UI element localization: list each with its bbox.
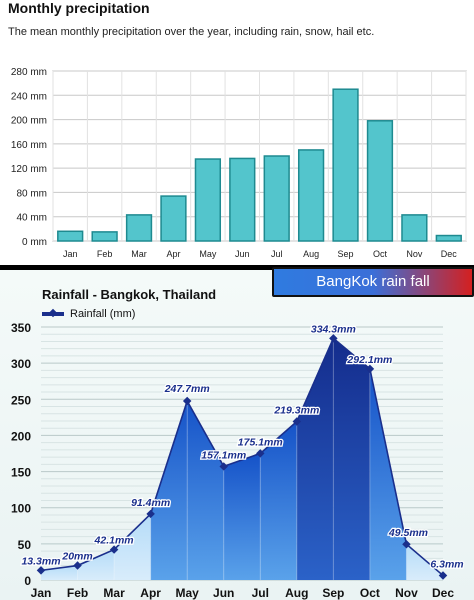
- y-tick-label: 0 mm: [22, 237, 47, 248]
- x-tick-label: Nov: [406, 249, 423, 259]
- area-segment: [114, 513, 151, 580]
- series-line: [40, 337, 444, 577]
- y-tick-label: 160 mm: [11, 140, 47, 151]
- x-tick-label: Feb: [67, 586, 88, 600]
- data-label: 20mm: [61, 551, 92, 563]
- y-tick-label: 100: [11, 502, 31, 516]
- data-label: 175.1mm: [238, 436, 283, 448]
- x-tick-label: Jul: [271, 249, 283, 259]
- x-tick-label: Oct: [373, 249, 388, 259]
- bar: [297, 149, 325, 242]
- x-tick-label: May: [199, 249, 217, 259]
- bar: [57, 230, 84, 242]
- y-tick-label: 240 mm: [11, 91, 47, 102]
- x-tick-label: Sep: [338, 249, 354, 259]
- bar: [332, 88, 359, 242]
- y-tick-label: 50: [18, 538, 32, 552]
- chart-legend: Rainfall (mm): [42, 307, 135, 321]
- data-point: [402, 539, 411, 549]
- data-point: [256, 449, 265, 458]
- data-label: 91.4mm: [131, 497, 170, 509]
- x-tick-label: Jun: [213, 586, 234, 600]
- x-tick-label: Oct: [360, 586, 380, 600]
- area-segment: [296, 338, 334, 580]
- area-segment: [41, 565, 78, 580]
- chart-title: Monthly precipitation: [8, 0, 150, 16]
- y-tick-label: 350: [11, 321, 31, 335]
- data-label: 49.5mm: [388, 527, 428, 539]
- x-tick-label: Jan: [31, 586, 52, 600]
- bar: [125, 214, 153, 242]
- legend-swatch: [42, 312, 64, 316]
- y-tick-label: 300: [11, 357, 31, 371]
- x-tick-label: Dec: [432, 586, 454, 600]
- data-point: [219, 462, 228, 471]
- y-tick-label: 80 mm: [16, 188, 47, 199]
- area-segment: [150, 400, 188, 580]
- bar: [194, 158, 222, 242]
- x-tick-label: Aug: [303, 249, 319, 259]
- data-label: 334.3mm: [311, 323, 356, 335]
- x-tick-label: Apr: [140, 586, 161, 600]
- data-point: [292, 417, 302, 426]
- x-tick-label: May: [176, 586, 200, 600]
- area-segment: [369, 368, 407, 580]
- legend-label: Rainfall (mm): [70, 308, 136, 320]
- y-tick-label: 0: [24, 574, 31, 588]
- bar: [435, 234, 462, 242]
- precipitation-bar-chart: 0 mm 40 mm 80 mm 120 mm 160 mm 200 mm 240 mm 28…: [11, 67, 467, 259]
- x-tick-label: Jan: [63, 249, 78, 259]
- data-label: 219.3mm: [273, 404, 319, 416]
- data-label: 247.7mm: [164, 383, 210, 395]
- bar: [366, 120, 394, 242]
- x-tick-label: Aug: [285, 586, 308, 600]
- x-tick-label: Mar: [103, 586, 125, 600]
- x-tick-label: Jun: [235, 249, 250, 259]
- data-point: [438, 571, 448, 580]
- rainfall-chart-title: Rainfall - Bangkok, Thailand: [42, 287, 217, 302]
- data-point: [365, 364, 375, 374]
- x-tick-label: Mar: [131, 249, 147, 259]
- y-tick-label: 40 mm: [16, 213, 47, 224]
- banner-label: BangKok rain fall: [272, 267, 474, 297]
- data-label: 6.3mm: [430, 558, 463, 570]
- data-label: 42.1mm: [94, 535, 134, 547]
- bar: [91, 231, 118, 242]
- panel-divider: [0, 265, 474, 270]
- x-tick-label: Sep: [322, 586, 344, 600]
- bar: [263, 155, 290, 242]
- y-tick-label: 200 mm: [11, 116, 47, 127]
- data-label: 292.1mm: [346, 354, 392, 366]
- data-point: [329, 334, 338, 343]
- data-point: [182, 396, 192, 406]
- area-segment: [333, 338, 370, 580]
- y-tick-label: 150: [11, 466, 31, 480]
- bar: [160, 195, 187, 242]
- area-segment: [77, 549, 115, 580]
- area-segment: [260, 421, 297, 580]
- x-tick-label: Dec: [441, 249, 458, 259]
- x-tick-label: Jul: [252, 586, 269, 600]
- chart-subtitle: The mean monthly precipitation over the …: [8, 26, 375, 38]
- x-tick-label: Nov: [395, 586, 418, 600]
- bar: [229, 157, 256, 242]
- area-segment: [223, 453, 261, 580]
- y-tick-label: 280 mm: [11, 67, 47, 78]
- y-tick-label: 250: [11, 393, 31, 407]
- data-label: 13.3mm: [21, 555, 60, 567]
- area-segment: [406, 544, 443, 580]
- bar: [401, 214, 428, 242]
- y-tick-label: 200: [11, 429, 31, 443]
- area-segment: [187, 400, 224, 580]
- y-tick-label: 120 mm: [11, 164, 47, 175]
- x-tick-label: Apr: [166, 249, 180, 259]
- data-label: 157.1mm: [201, 449, 246, 461]
- x-tick-label: Feb: [97, 249, 113, 259]
